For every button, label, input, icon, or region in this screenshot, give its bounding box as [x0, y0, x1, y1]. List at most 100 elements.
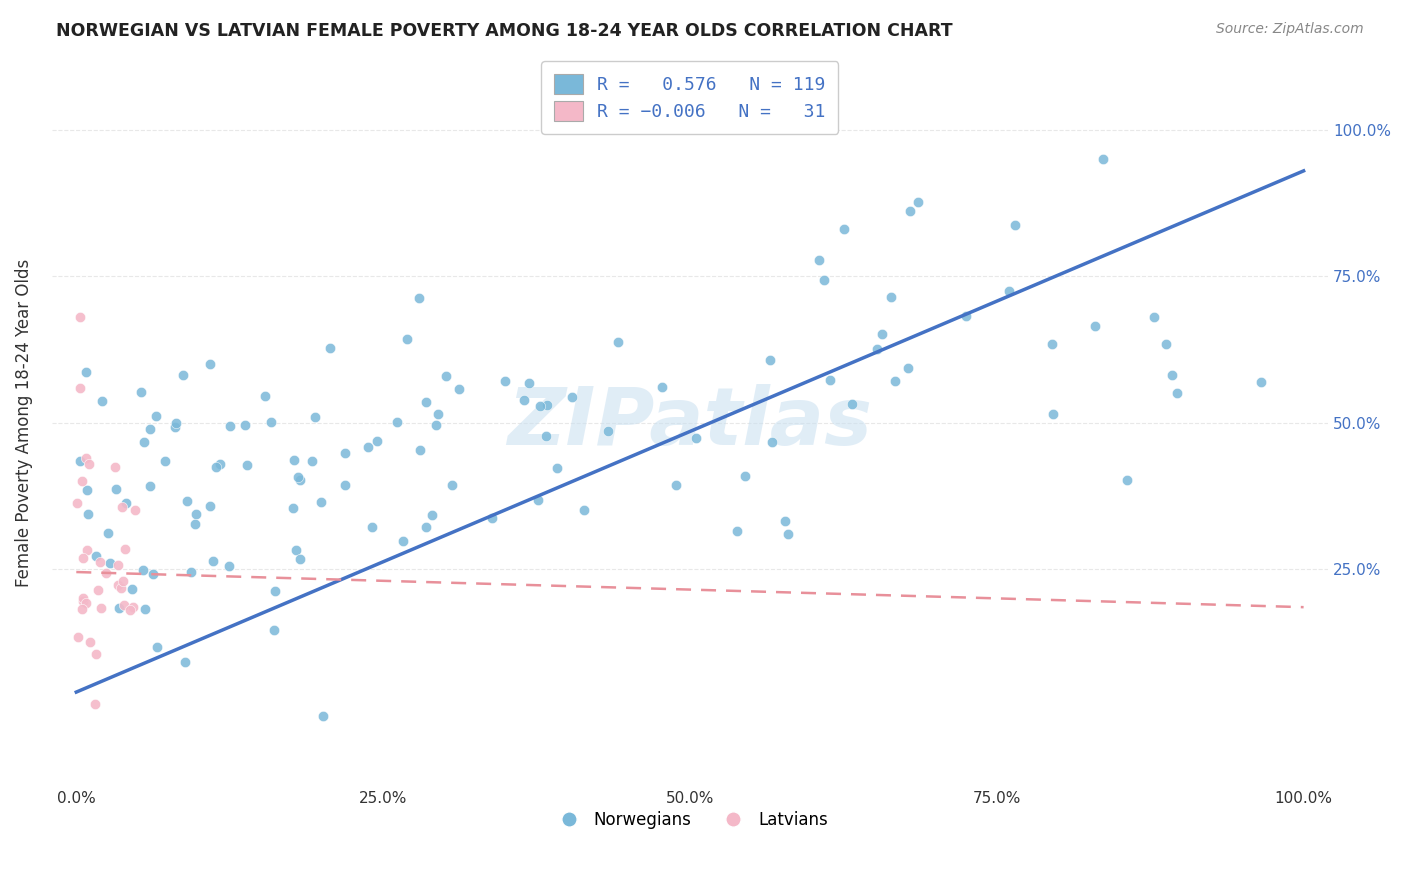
- Point: [139, 479, 162, 493]
- Point: [111, 500, 134, 514]
- Point: [72, 594, 94, 608]
- Point: [288, 552, 311, 566]
- Point: [512, 392, 534, 407]
- Point: [236, 458, 259, 472]
- Point: [183, 517, 205, 532]
- Point: [335, 478, 357, 492]
- Point: [607, 334, 630, 349]
- Point: [209, 458, 232, 472]
- Point: [107, 578, 129, 592]
- Point: [132, 435, 155, 450]
- Point: [288, 474, 311, 488]
- Point: [70, 602, 93, 616]
- Point: [67, 631, 90, 645]
- Point: [408, 291, 430, 305]
- Point: [440, 477, 463, 491]
- Point: [1084, 318, 1107, 333]
- Point: [807, 253, 830, 268]
- Point: [366, 434, 388, 449]
- Point: [420, 508, 443, 522]
- Point: [118, 602, 141, 616]
- Point: [75, 596, 97, 610]
- Point: [879, 290, 901, 304]
- Point: [142, 566, 165, 581]
- Point: [527, 493, 550, 508]
- Point: [77, 457, 100, 471]
- Point: [172, 368, 194, 383]
- Point: [90, 394, 112, 409]
- Point: [284, 543, 307, 558]
- Point: [72, 551, 94, 566]
- Point: [263, 623, 285, 637]
- Point: [90, 600, 112, 615]
- Point: [898, 204, 921, 219]
- Point: [685, 431, 707, 445]
- Point: [107, 600, 129, 615]
- Point: [84, 549, 107, 564]
- Point: [287, 470, 309, 484]
- Point: [907, 195, 929, 210]
- Point: [263, 583, 285, 598]
- Point: [761, 435, 783, 450]
- Point: [955, 309, 977, 323]
- Point: [124, 502, 146, 516]
- Point: [87, 582, 110, 597]
- Point: [409, 442, 432, 457]
- Point: [481, 510, 503, 524]
- Point: [309, 495, 332, 509]
- Point: [725, 524, 748, 538]
- Point: [415, 395, 437, 409]
- Point: [66, 496, 89, 510]
- Point: [998, 284, 1021, 298]
- Point: [104, 482, 127, 496]
- Point: [572, 503, 595, 517]
- Point: [233, 418, 256, 433]
- Point: [841, 397, 863, 411]
- Point: [775, 514, 797, 528]
- Text: ZIPatlas: ZIPatlas: [508, 384, 873, 462]
- Point: [76, 508, 98, 522]
- Text: Source: ZipAtlas.com: Source: ZipAtlas.com: [1216, 22, 1364, 37]
- Point: [283, 452, 305, 467]
- Point: [283, 501, 305, 516]
- Point: [110, 581, 132, 595]
- Point: [449, 382, 471, 396]
- Point: [75, 450, 97, 465]
- Point: [546, 461, 568, 475]
- Point: [76, 483, 98, 497]
- Point: [112, 598, 135, 612]
- Point: [884, 374, 907, 388]
- Point: [145, 409, 167, 424]
- Point: [83, 697, 105, 711]
- Point: [129, 385, 152, 400]
- Point: [1250, 375, 1272, 389]
- Point: [79, 634, 101, 648]
- Point: [72, 591, 94, 605]
- Point: [517, 376, 540, 390]
- Point: [104, 460, 127, 475]
- Point: [832, 222, 855, 236]
- Point: [163, 420, 186, 434]
- Point: [866, 343, 889, 357]
- Point: [121, 582, 143, 596]
- Point: [98, 557, 121, 571]
- Point: [75, 365, 97, 379]
- Point: [312, 708, 335, 723]
- Point: [180, 566, 202, 580]
- Point: [361, 519, 384, 533]
- Point: [596, 425, 619, 439]
- Point: [69, 381, 91, 395]
- Point: [218, 419, 240, 434]
- Point: [1161, 368, 1184, 383]
- Point: [529, 400, 551, 414]
- Point: [415, 519, 437, 533]
- Point: [426, 407, 449, 421]
- Point: [205, 459, 228, 474]
- Point: [391, 533, 413, 548]
- Point: [897, 360, 920, 375]
- Point: [260, 415, 283, 429]
- Point: [1042, 407, 1064, 421]
- Point: [254, 389, 277, 403]
- Point: [218, 559, 240, 574]
- Point: [1040, 336, 1063, 351]
